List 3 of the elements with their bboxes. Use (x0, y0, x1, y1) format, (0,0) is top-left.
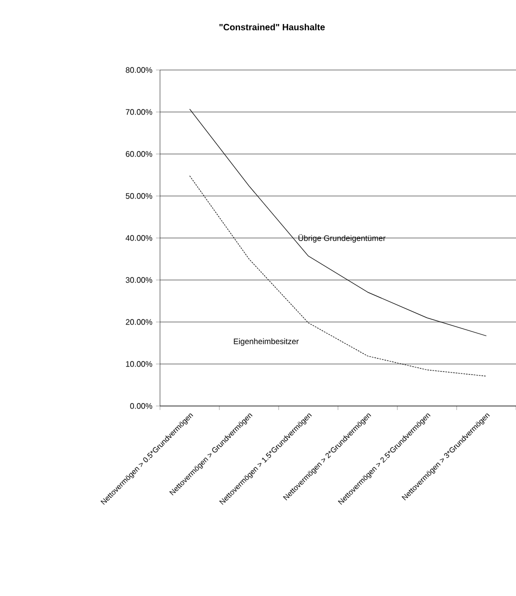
line-series (189, 108, 487, 336)
chart-title: "Constrained" Haushalte (219, 24, 325, 30)
line-series (189, 176, 487, 376)
